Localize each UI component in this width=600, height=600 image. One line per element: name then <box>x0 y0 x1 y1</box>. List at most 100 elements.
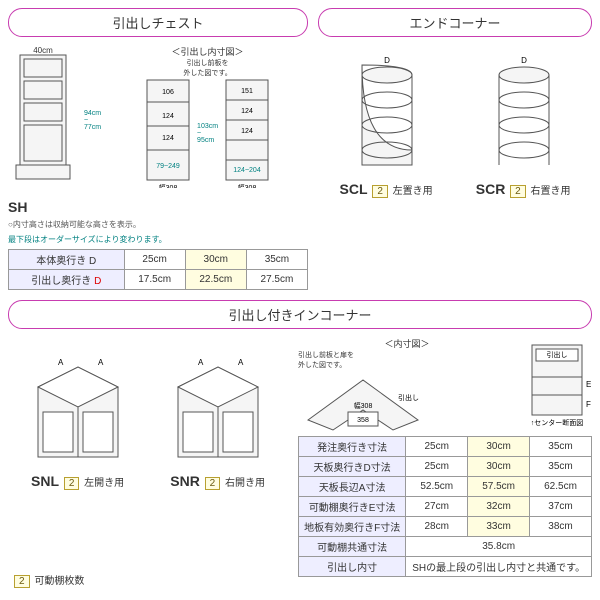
inc-f: F <box>586 400 591 409</box>
inc-sec-drawer: 引出し <box>547 350 568 359</box>
snl-a1: A <box>58 358 64 367</box>
incorner-inner-title: ＜内寸図＞ <box>298 337 516 350</box>
chest-inner-right-svg: 151 124 124 124~204 幅308 <box>222 78 272 188</box>
table-row: 可動棚共通寸法35.8cm <box>299 537 592 557</box>
scr-model: SCR <box>476 181 506 197</box>
incorner-spec-table: 発注奥行き寸法25cm30cm35cm天板奥行きD寸法25cm30cm35cm 天… <box>298 436 592 577</box>
incorner-top-svg: 幅308 358 引出し <box>298 370 428 435</box>
spec-cell: 28cm <box>406 517 468 537</box>
snr-a1: A <box>198 358 204 367</box>
spec-label: 可動棚共通寸法 <box>299 537 406 557</box>
spec-cell: 25cm <box>406 457 468 477</box>
inc-drawer: 引出し <box>398 393 419 402</box>
snl-model: SNL <box>31 473 59 489</box>
chest-model: SH <box>8 199 308 215</box>
spec-cell: 17.5cm <box>124 270 185 290</box>
title-end: エンドコーナー <box>318 8 592 37</box>
footer-legend: 2 可動棚枚数 <box>12 572 84 588</box>
chest-inner-title: ＜引出し内寸図＞ <box>107 45 308 58</box>
table-row: 可動棚奥行きE寸法27cm32cm37cm <box>299 497 592 517</box>
table-row: 発注奥行き寸法25cm30cm35cm <box>299 437 592 457</box>
scl-svg: D <box>342 55 432 175</box>
inc-e: E <box>586 380 591 389</box>
spec-cell: 62.5cm <box>530 477 592 497</box>
spec-cell: 27cm <box>406 497 468 517</box>
spec-cell: 30cm <box>185 250 246 270</box>
spec-cell: 52.5cm <box>406 477 468 497</box>
spec-cell: 37cm <box>530 497 592 517</box>
end-labels: SCL 2 左置き用 SCR 2 右置き用 <box>318 181 592 198</box>
spec-cell: 35cm <box>246 250 307 270</box>
snl-a2: A <box>98 358 104 367</box>
scr-badge: 2 <box>510 185 526 198</box>
incorner-section-svg: 引出し E F ↑センター断面図 <box>522 337 592 427</box>
inner-h-r1: 124 <box>241 108 253 115</box>
spec-label: 本体奥行き D <box>9 250 125 270</box>
spec-cell: 35cm <box>530 437 592 457</box>
incorner-dim: ＜内寸図＞ 引出し前板と扉を 外した図です。 幅308 358 引出し <box>298 337 592 577</box>
title-incorner: 引出し付きインコーナー <box>8 300 592 329</box>
inner-h-r3: 124~204 <box>233 167 261 174</box>
chest-height-right: 103cm ~ 95cm <box>197 123 218 144</box>
row-1: 引出しチェスト 40cm 94cm ~ 77cm ＜引出し内寸図＞ 引出し前板を… <box>8 8 592 290</box>
spec-cell: 33cm <box>468 517 530 537</box>
incorner-body: A A A A SNL 2 <box>8 337 592 577</box>
snr-sub: 右開き用 <box>225 478 265 489</box>
spec-label: 引出し内寸 <box>299 557 406 577</box>
inner-w-r: 幅308 <box>238 183 257 188</box>
section-end-corner: エンドコーナー D <box>318 8 592 290</box>
title-chest: 引出しチェスト <box>8 8 308 37</box>
scl-label-group: SCL 2 左置き用 <box>340 181 433 198</box>
row2-d: D <box>94 276 101 287</box>
spec-cell: 25cm <box>124 250 185 270</box>
inner-h-l1: 124 <box>162 113 174 120</box>
chest-inner-note: 引出し前板を 外した図です。 <box>107 58 308 78</box>
spec-cell: 57.5cm <box>468 477 530 497</box>
scl-d: D <box>384 56 390 65</box>
inner-w-l: 幅308 <box>159 183 178 188</box>
spec-cell: 32cm <box>468 497 530 517</box>
table-row: 地板有効奥行きF寸法28cm33cm38cm <box>299 517 592 537</box>
spec-label: 天板長辺A寸法 <box>299 477 406 497</box>
snl-sub: 左開き用 <box>84 478 124 489</box>
section-drawer-chest: 引出しチェスト 40cm 94cm ~ 77cm ＜引出し内寸図＞ 引出し前板を… <box>8 8 308 290</box>
snl-badge: 2 <box>64 477 80 490</box>
spec-cell: 27.5cm <box>246 270 307 290</box>
spec-cell: 35.8cm <box>406 537 592 557</box>
spec-label: 天板奥行きD寸法 <box>299 457 406 477</box>
scr-label-group: SCR 2 右置き用 <box>476 181 571 198</box>
scr-d: D <box>521 56 527 65</box>
spec-label: 引出し奥行き D <box>9 270 125 290</box>
section-incorner: 引出し付きインコーナー A A <box>8 300 592 577</box>
inner-h-l2: 124 <box>162 135 174 142</box>
chest-note2: 最下段はオーダーサイズにより変わります。 <box>8 234 308 245</box>
snr-a2: A <box>238 358 244 367</box>
table-row: 本体奥行き D 25cm 30cm 35cm <box>9 250 308 270</box>
table-row: 引出し奥行き D 17.5cm 22.5cm 27.5cm <box>9 270 308 290</box>
scr-svg: D <box>479 55 569 175</box>
row2-label-text: 引出し奥行き <box>31 276 91 287</box>
incorner-inner-note: 引出し前板と扉を 外した図です。 <box>298 350 516 370</box>
snl-svg: A A <box>18 347 138 467</box>
inner-h-r0: 151 <box>241 88 253 95</box>
inc-w1: 幅308 <box>354 401 373 410</box>
spec-cell: 22.5cm <box>185 270 246 290</box>
inner-h-l0: 106 <box>162 89 174 96</box>
spec-label: 発注奥行き寸法 <box>299 437 406 457</box>
spec-cell: 25cm <box>406 437 468 457</box>
chest-width-label: 40cm <box>33 46 53 55</box>
inc-w2: 358 <box>357 417 369 424</box>
scl-sub: 左置き用 <box>393 186 433 197</box>
footer-label: 可動棚枚数 <box>34 576 84 587</box>
scl-model: SCL <box>340 181 368 197</box>
spec-label: 地板有効奥行きF寸法 <box>299 517 406 537</box>
snr-model: SNR <box>170 473 200 489</box>
scl-badge: 2 <box>372 185 388 198</box>
spec-cell: SHの最上段の引出し内寸と共通です。 <box>406 557 592 577</box>
chest-note1: ○内寸高さは収納可能な高さを表示。 <box>8 219 308 230</box>
snl-label-group: SNL 2 左開き用 <box>31 473 124 490</box>
chest-inner-left-svg: 106 124 124 79~249 幅308 <box>143 78 193 188</box>
spec-cell: 30cm <box>468 457 530 477</box>
sn-diagrams: A A A A SNL 2 <box>8 337 288 577</box>
chest-note2-text: 最下段はオーダーサイズにより変わります。 <box>8 235 167 244</box>
